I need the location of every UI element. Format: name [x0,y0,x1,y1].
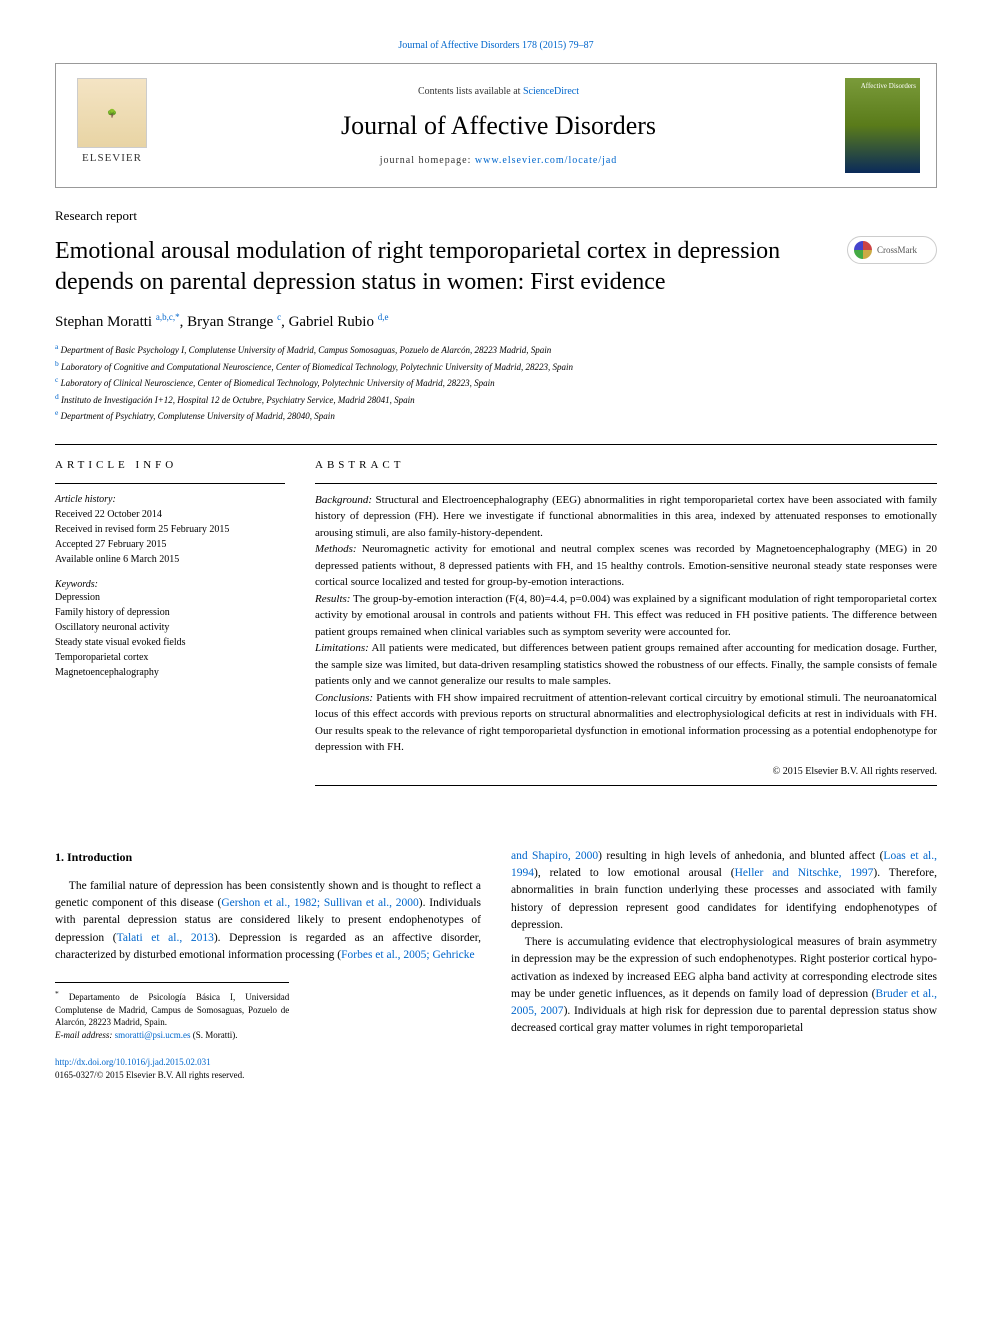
journal-homepage: journal homepage: www.elsevier.com/locat… [152,155,845,166]
contents-available: Contents lists available at ScienceDirec… [152,86,845,97]
elsevier-text: ELSEVIER [82,152,142,164]
copyright-abstract: © 2015 Elsevier B.V. All rights reserved… [315,766,937,777]
journal-bar: Journal of Affective Disorders 178 (2015… [55,40,937,51]
intro-para-2: There is accumulating evidence that elec… [511,934,937,1038]
body-left-col: 1. Introduction The familial nature of d… [55,848,481,1083]
crossmark-icon [854,241,872,259]
body-right-col: and Shapiro, 2000) resulting in high lev… [511,848,937,1083]
homepage-link[interactable]: www.elsevier.com/locate/jad [475,155,617,166]
divider [55,444,937,445]
keywords-list: DepressionFamily history of depressionOs… [55,590,285,680]
sciencedirect-link[interactable]: ScienceDirect [523,86,579,97]
doi-link[interactable]: http://dx.doi.org/10.1016/j.jad.2015.02.… [55,1057,211,1067]
crossmark-badge[interactable]: CrossMark [847,236,937,264]
intro-heading: 1. Introduction [55,848,481,866]
article-history: Article history: Received 22 October 201… [55,492,285,567]
authors: Stephan Moratti a,b,c,*, Bryan Strange c… [55,312,937,331]
elsevier-tree-icon: 🌳 [77,78,147,148]
article-info-head: ARTICLE INFO [55,459,285,471]
header-box: 🌳 ELSEVIER Contents lists available at S… [55,63,937,188]
journal-name: Journal of Affective Disorders [152,111,845,141]
email-link[interactable]: smoratti@psi.ucm.es [115,1030,191,1040]
journal-cover-icon: Affective Disorders [845,78,920,173]
footnotes: * Departamento de Psicología Básica I, U… [55,982,289,1041]
doi-block: http://dx.doi.org/10.1016/j.jad.2015.02.… [55,1056,481,1083]
abstract-head: ABSTRACT [315,459,937,471]
elsevier-logo: 🌳 ELSEVIER [72,78,152,173]
article-title: Emotional arousal modulation of right te… [55,236,847,298]
affiliations: a Department of Basic Psychology I, Comp… [55,341,937,424]
abstract-body: Background: Structural and Electroenceph… [315,492,937,756]
article-type: Research report [55,208,937,224]
keywords-label: Keywords: [55,579,285,590]
intro-para-1-cont: and Shapiro, 2000) resulting in high lev… [511,848,937,934]
intro-para-1: The familial nature of depression has be… [55,878,481,964]
